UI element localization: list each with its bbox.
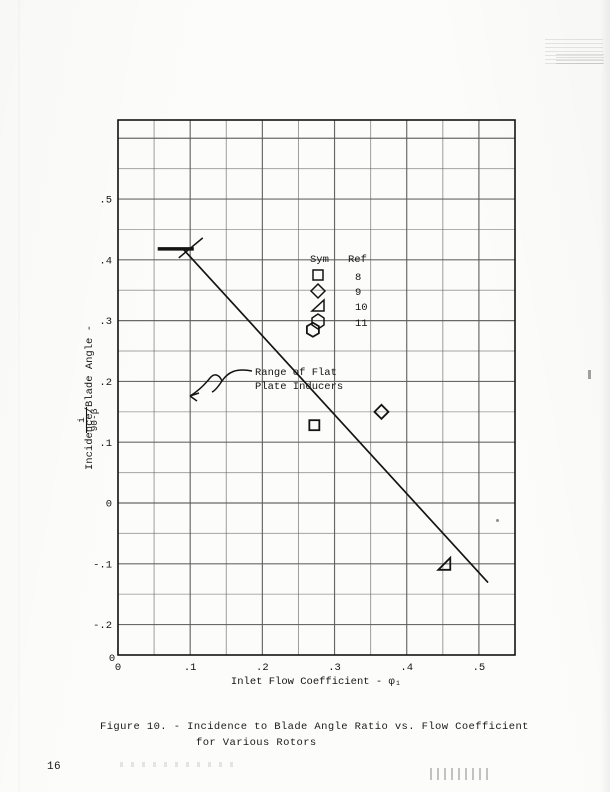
x-tick-label: .2 bbox=[256, 662, 269, 674]
y-tick-label: .2 bbox=[99, 377, 112, 389]
y-tick-label: .4 bbox=[99, 255, 112, 267]
x-tick-label: .3 bbox=[328, 662, 341, 674]
diamond-marker-icon bbox=[373, 403, 390, 421]
triangle-icon bbox=[310, 298, 325, 312]
legend-row-ref-11: 11 bbox=[311, 313, 368, 330]
x-axis-tick-labels: 0 .1 .2 .3 .4 .5 bbox=[115, 662, 485, 674]
legend-ref-value: 11 bbox=[355, 318, 368, 330]
x-tick-label: .5 bbox=[473, 662, 486, 674]
data-point-ref-8 bbox=[308, 419, 321, 432]
y-tick-label: .3 bbox=[99, 316, 112, 328]
y-axis-label: Incidence/Blade Angle - bbox=[84, 325, 96, 470]
scan-smudge-bottom-left bbox=[120, 762, 240, 767]
circle-marker-icon bbox=[305, 321, 320, 338]
x-tick-label: .4 bbox=[400, 662, 413, 674]
annotation-leader-arrow bbox=[189, 369, 253, 402]
y-tick-label: 0 bbox=[106, 499, 112, 511]
data-point-ref-10 bbox=[436, 555, 452, 571]
data-point-ref-11 bbox=[305, 321, 320, 338]
y-tick-label: -.1 bbox=[93, 559, 112, 571]
trend-line bbox=[182, 248, 489, 583]
diamond-icon bbox=[309, 282, 327, 300]
chart-data-markers bbox=[305, 321, 452, 571]
y-axis-label-fraction: i 90-β bbox=[76, 407, 100, 433]
range-cross-stroke bbox=[178, 237, 204, 259]
legend-header-sym: Sym bbox=[310, 254, 329, 266]
x-tick-label: 0 bbox=[115, 662, 121, 674]
y-axis-label-text: Incidence/Blade Angle - bbox=[84, 325, 96, 470]
y-tick-label: .5 bbox=[99, 195, 112, 207]
legend-ref-value: 10 bbox=[355, 302, 368, 314]
x-tick-label: .1 bbox=[184, 662, 197, 674]
y-tick-label: .1 bbox=[99, 438, 112, 450]
figure-caption-line-1: Figure 10. - Incidence to Blade Angle Ra… bbox=[100, 721, 529, 733]
chart-plot-frame bbox=[117, 119, 516, 656]
triangle-marker-icon bbox=[436, 555, 452, 571]
legend-header-ref: Ref bbox=[348, 254, 367, 266]
legend-row-ref-9: 9 bbox=[309, 282, 361, 300]
legend-ref-value: 9 bbox=[355, 287, 361, 299]
page-number: 16 bbox=[47, 761, 62, 773]
square-icon bbox=[312, 269, 324, 281]
trendline bbox=[182, 248, 489, 583]
legend-ref-value: 8 bbox=[355, 272, 361, 284]
chart-legend: Sym Ref 8 9 10 11 bbox=[309, 254, 368, 330]
y-tick-label: -.2 bbox=[93, 620, 112, 632]
square-marker-icon bbox=[308, 419, 321, 432]
legend-row-ref-8: 8 bbox=[312, 269, 361, 284]
scan-smudge-top-right-2 bbox=[556, 52, 604, 64]
fraction-numerator: i bbox=[76, 417, 87, 423]
figure-caption-line-2: for Various Rotors bbox=[196, 737, 317, 749]
x-axis-label: Inlet Flow Coefficient - φ₁ bbox=[231, 676, 401, 688]
scan-smudge-top-right bbox=[545, 38, 603, 64]
legend-row-ref-10: 10 bbox=[310, 298, 368, 314]
y-axis-origin-label: 0 bbox=[109, 653, 115, 665]
scan-smudge-bottom bbox=[430, 768, 488, 780]
y-axis-tick-labels: .5 .4 .3 .2 .1 0 -.1 -.2 bbox=[93, 195, 112, 633]
range-of-flat-plate-inducers-marker bbox=[157, 237, 204, 259]
annotation-line-2: Plate Inducers bbox=[255, 381, 343, 393]
annotation-line-1: Range of Flat bbox=[255, 367, 337, 379]
scan-speck-right bbox=[496, 519, 499, 522]
data-point-ref-9 bbox=[373, 403, 390, 421]
scan-edge-artifact-right bbox=[600, 0, 610, 792]
scan-mark-right-margin bbox=[588, 370, 591, 379]
fraction-denominator: 90-β bbox=[89, 408, 100, 431]
